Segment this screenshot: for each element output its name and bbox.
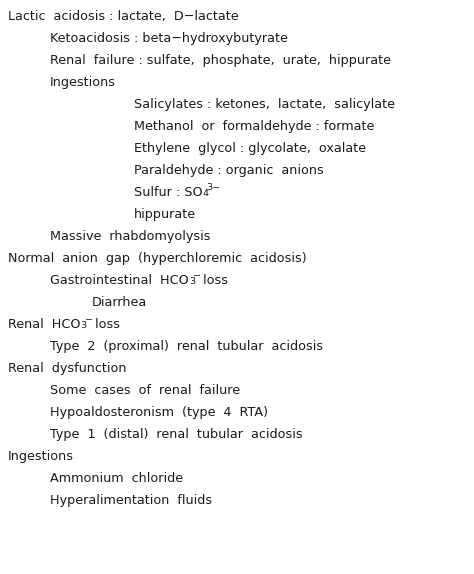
Text: Normal  anion  gap  (hyperchloremic  acidosis): Normal anion gap (hyperchloremic acidosi… [8,252,307,265]
Text: Type  1  (distal)  renal  tubular  acidosis: Type 1 (distal) renal tubular acidosis [50,428,302,441]
Text: Diarrhea: Diarrhea [92,296,147,309]
Text: Massive  rhabdomyolysis: Massive rhabdomyolysis [50,230,210,243]
Text: −: − [84,315,92,324]
Text: Methanol  or  formaldehyde : formate: Methanol or formaldehyde : formate [134,120,374,133]
Text: 3−: 3− [207,183,221,192]
Text: hippurate: hippurate [134,208,196,221]
Text: 3: 3 [81,321,87,331]
Text: Lactic  acidosis : lactate,  D−lactate: Lactic acidosis : lactate, D−lactate [8,10,238,23]
Text: loss: loss [91,318,119,331]
Text: Renal  failure : sulfate,  phosphate,  urate,  hippurate: Renal failure : sulfate, phosphate, urat… [50,54,391,67]
Text: Renal  dysfunction: Renal dysfunction [8,362,127,375]
Text: Paraldehyde : organic  anions: Paraldehyde : organic anions [134,164,324,177]
Text: Renal  HCO: Renal HCO [8,318,81,331]
Text: 4: 4 [202,189,209,199]
Text: Some  cases  of  renal  failure: Some cases of renal failure [50,384,240,397]
Text: Ingestions: Ingestions [8,450,74,463]
Text: Hyperalimentation  fluids: Hyperalimentation fluids [50,494,212,507]
Text: Ketoacidosis : beta−hydroxybutyrate: Ketoacidosis : beta−hydroxybutyrate [50,32,288,45]
Text: −: − [193,270,201,280]
Text: Salicylates : ketones,  lactate,  salicylate: Salicylates : ketones, lactate, salicyla… [134,98,395,111]
Text: loss: loss [199,274,228,287]
Text: Ethylene  glycol : glycolate,  oxalate: Ethylene glycol : glycolate, oxalate [134,142,366,155]
Text: Ammonium  chloride: Ammonium chloride [50,472,183,485]
Text: 3: 3 [189,277,195,286]
Text: Gastrointestinal  HCO: Gastrointestinal HCO [50,274,189,287]
Text: Ingestions: Ingestions [50,76,116,89]
Text: Sulfur : SO: Sulfur : SO [134,186,202,199]
Text: Hypoaldosteronism  (type  4  RTA): Hypoaldosteronism (type 4 RTA) [50,406,268,419]
Text: Type  2  (proximal)  renal  tubular  acidosis: Type 2 (proximal) renal tubular acidosis [50,340,323,353]
